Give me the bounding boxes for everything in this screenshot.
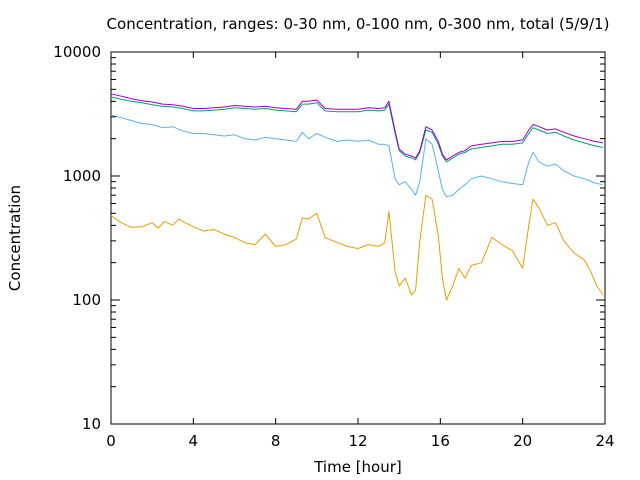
series-line-3 bbox=[110, 96, 603, 163]
y-tick-label: 100 bbox=[72, 291, 101, 309]
chart-title: Concentration, ranges: 0-30 nm, 0-100 nm… bbox=[107, 15, 610, 33]
x-axis: 0 4 8 12 16 20 24 bbox=[106, 52, 615, 450]
y-axis: 10 100 1000 10000 bbox=[53, 43, 605, 433]
series-line-4 bbox=[110, 93, 603, 161]
y-tick-label: 1000 bbox=[63, 167, 101, 185]
series-layer bbox=[110, 93, 604, 301]
x-tick-label: 0 bbox=[106, 432, 116, 450]
y-axis-label: Concentration bbox=[6, 185, 24, 291]
series-line-2 bbox=[110, 114, 604, 198]
plot-frame bbox=[110, 51, 606, 425]
x-tick-label: 4 bbox=[189, 432, 199, 450]
x-tick-label: 8 bbox=[271, 432, 281, 450]
x-axis-label: Time [hour] bbox=[313, 458, 402, 476]
y-tick-label: 10 bbox=[82, 415, 101, 433]
y-tick-label: 10000 bbox=[53, 43, 101, 61]
x-tick-label: 12 bbox=[348, 432, 367, 450]
x-tick-label: 24 bbox=[595, 432, 614, 450]
x-tick-label: 16 bbox=[431, 432, 450, 450]
series-line-1 bbox=[110, 194, 604, 301]
x-tick-label: 20 bbox=[513, 432, 532, 450]
